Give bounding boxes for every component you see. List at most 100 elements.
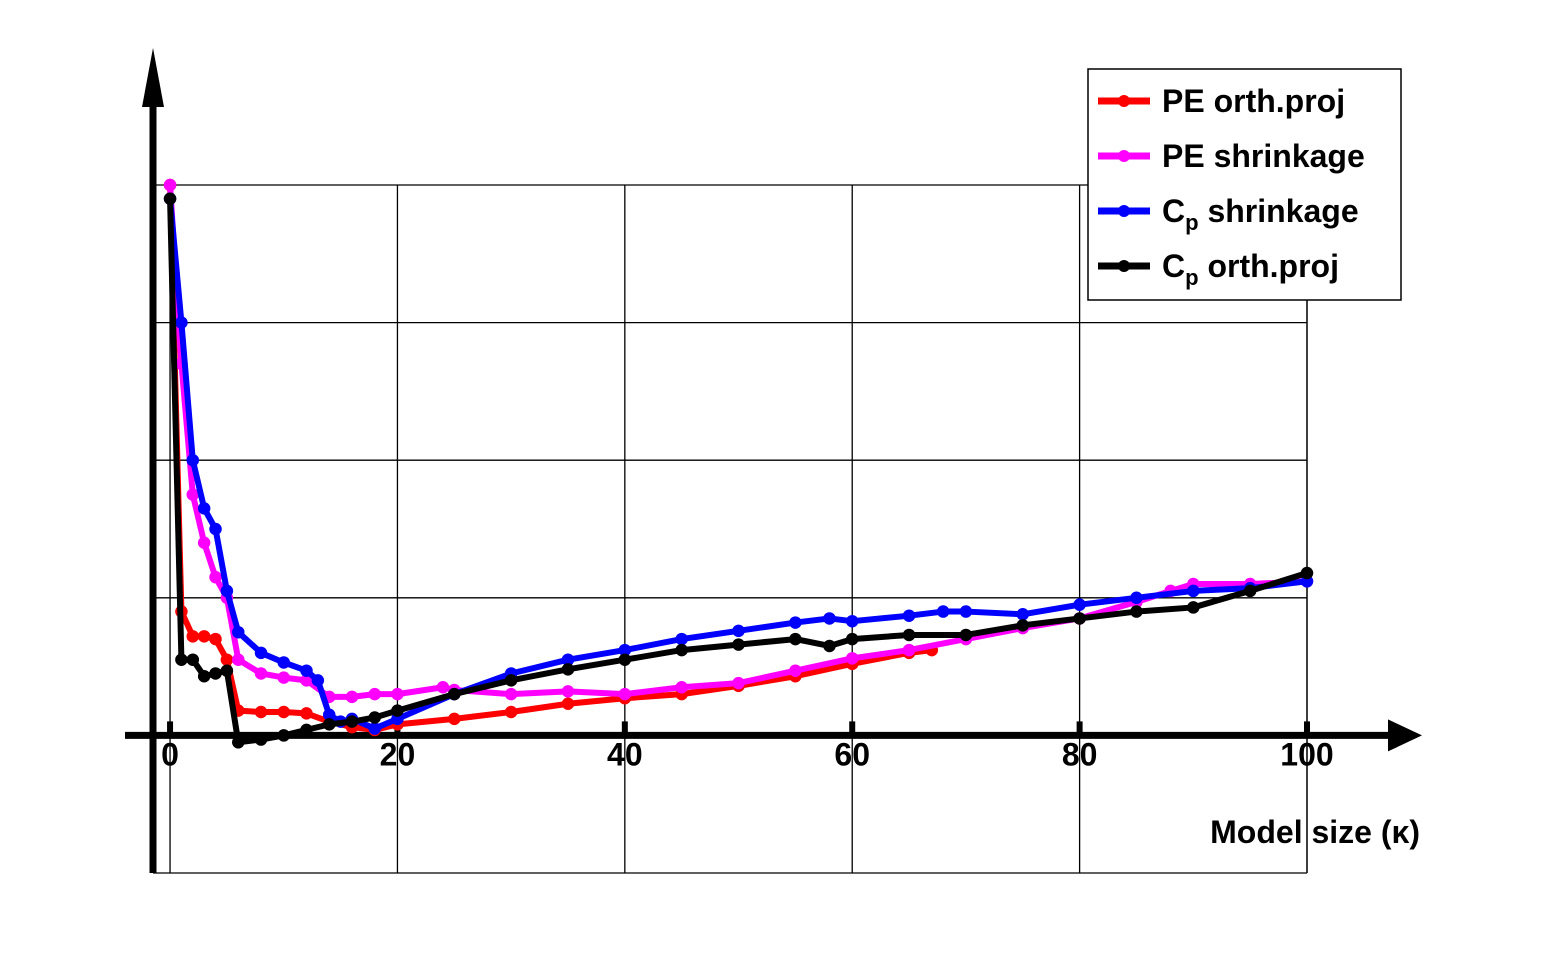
point-cp_shrink-27 (959, 605, 973, 618)
series-cp_orth (163, 192, 1314, 749)
point-pe_shrink-18 (618, 687, 632, 701)
point-cp_shrink-8 (277, 656, 290, 669)
point-cp_orth-20 (789, 632, 802, 646)
legend-marker-pe_shrink (1118, 150, 1130, 162)
point-pe_orth-2 (186, 630, 200, 643)
point-cp_orth-13 (391, 704, 404, 717)
axes (125, 48, 1422, 873)
point-pe_shrink-12 (368, 687, 381, 701)
legend-label-suffix: shrinkage (1199, 193, 1359, 229)
legend-marker-pe_orth (1118, 95, 1130, 107)
point-pe_shrink-3 (197, 536, 211, 550)
point-pe_orth-7 (254, 705, 268, 719)
point-cp_shrink-1 (175, 316, 188, 329)
legend-item-cp_shrink: Cp shrinkage (1098, 193, 1359, 235)
point-cp_orth-27 (1130, 605, 1143, 618)
legend-label-main: C (1162, 248, 1185, 284)
point-cp_shrink-29 (1073, 598, 1086, 611)
legend-label-subscript: p (1185, 265, 1198, 290)
legend-label-cp_shrink: Cp shrinkage (1162, 193, 1359, 235)
point-pe_shrink-19 (675, 680, 688, 694)
point-cp_orth-11 (345, 715, 359, 728)
point-cp_orth-23 (902, 628, 916, 642)
point-cp_shrink-31 (1187, 584, 1200, 598)
point-cp_orth-21 (823, 639, 836, 653)
point-cp_orth-28 (1187, 601, 1200, 614)
point-pe_orth-15 (504, 705, 518, 719)
point-pe_orth-16 (561, 697, 575, 711)
legend-box (1087, 68, 1402, 301)
point-cp_orth-9 (300, 723, 313, 737)
legend-item-pe_orth: PE orth.proj (1098, 83, 1345, 119)
point-pe_shrink-13 (391, 687, 404, 701)
series-pe_orth (163, 178, 939, 737)
x-tick-label-0: 0 (161, 736, 179, 772)
point-cp_orth-1 (175, 653, 188, 666)
legend-label-main: PE shrinkage (1162, 138, 1365, 174)
point-pe_shrink-0 (163, 178, 177, 192)
legend-label-subscript: p (1185, 210, 1198, 235)
point-pe_orth-3 (197, 630, 211, 643)
point-cp_shrink-4 (209, 522, 222, 536)
series-cp_shrink (163, 192, 1314, 735)
point-cp_orth-24 (959, 628, 973, 642)
point-cp_orth-6 (232, 736, 245, 749)
point-pe_shrink-2 (186, 488, 200, 501)
point-pe_orth-4 (209, 632, 222, 646)
point-cp_orth-8 (277, 729, 290, 742)
x-tick-label-5: 100 (1280, 736, 1333, 772)
legend-label-suffix: orth.proj (1199, 248, 1339, 284)
point-cp_shrink-26 (936, 605, 950, 618)
point-pe_shrink-23 (902, 643, 916, 657)
point-pe_orth-8 (277, 705, 290, 719)
point-cp_shrink-2 (186, 453, 200, 467)
point-cp_shrink-10 (311, 674, 325, 687)
x-tick-label-2: 40 (607, 736, 643, 772)
point-cp_orth-12 (368, 711, 381, 724)
legend-item-cp_orth: Cp orth.proj (1098, 248, 1339, 290)
point-cp_shrink-30 (1130, 591, 1143, 605)
point-pe_shrink-17 (561, 685, 575, 698)
point-cp_orth-29 (1243, 584, 1257, 598)
point-cp_orth-18 (675, 643, 688, 657)
point-cp_orth-0 (163, 192, 177, 206)
legend-label-cp_orth: Cp orth.proj (1162, 248, 1339, 290)
point-cp_shrink-28 (1016, 608, 1030, 621)
x-axis-arrow (1388, 719, 1422, 752)
point-pe_shrink-14 (436, 680, 450, 694)
point-cp_orth-3 (197, 669, 211, 683)
point-pe_orth-5 (220, 653, 234, 666)
point-pe_orth-14 (448, 712, 461, 726)
point-pe_shrink-20 (732, 676, 745, 690)
point-cp_shrink-20 (675, 632, 688, 646)
point-cp_orth-15 (504, 674, 518, 687)
point-pe_shrink-16 (504, 687, 518, 701)
point-cp_shrink-6 (232, 625, 245, 639)
point-cp_orth-4 (209, 667, 222, 680)
point-cp_orth-16 (561, 663, 575, 676)
point-cp_shrink-24 (845, 614, 859, 628)
point-cp_orth-19 (732, 638, 745, 651)
point-cp_shrink-14 (368, 722, 381, 735)
legend-marker-cp_shrink (1118, 205, 1130, 217)
point-cp_shrink-7 (254, 646, 268, 660)
x-tick-labels: 0 20 40 60 80 100 (161, 736, 1334, 772)
legend-label-pe_orth: PE orth.proj (1162, 83, 1345, 119)
point-cp_orth-25 (1016, 619, 1030, 632)
x-axis-title: Model size (κ) (1210, 814, 1420, 850)
legend-item-pe_shrink: PE shrinkage (1098, 138, 1365, 174)
legend-label-main: C (1162, 193, 1185, 229)
point-cp_orth-7 (254, 733, 268, 746)
point-cp_shrink-22 (789, 616, 802, 629)
point-cp_shrink-9 (300, 664, 313, 677)
point-pe_shrink-8 (277, 671, 290, 684)
legend-label-main: PE orth.proj (1162, 83, 1345, 119)
point-cp_shrink-3 (197, 502, 211, 515)
x-tick-label-3: 60 (834, 736, 870, 772)
point-pe_shrink-22 (845, 652, 859, 665)
point-pe_shrink-4 (209, 570, 222, 584)
point-cp_orth-26 (1073, 612, 1086, 625)
point-pe_shrink-11 (345, 690, 359, 704)
point-cp_orth-2 (186, 653, 200, 666)
series-line-pe_orth (167, 184, 933, 733)
